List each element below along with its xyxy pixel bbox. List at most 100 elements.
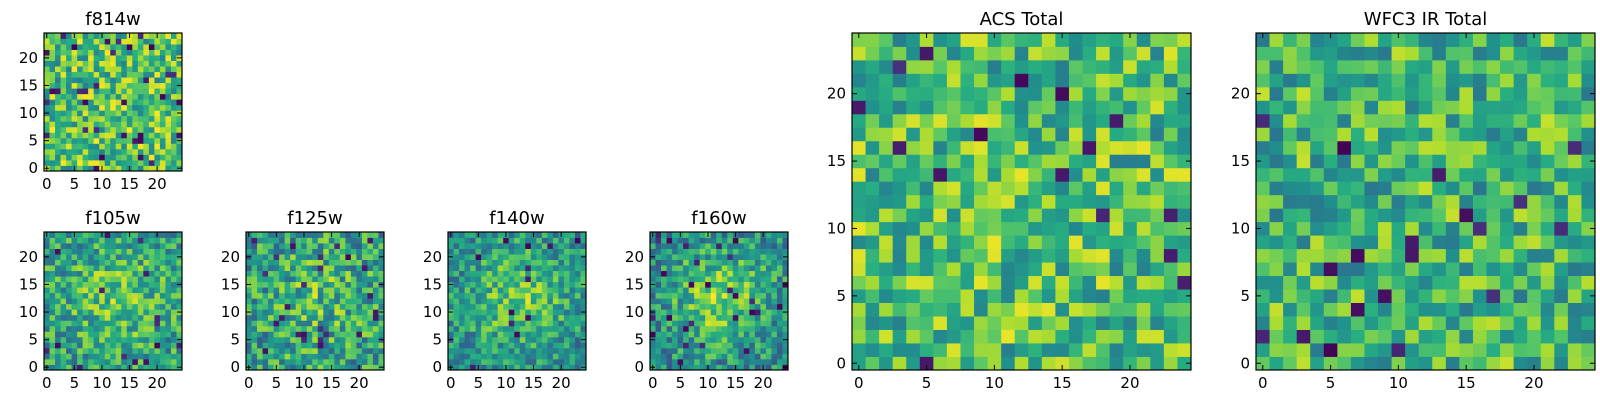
heatmap-cell	[306, 303, 313, 310]
heatmap-cell	[754, 259, 761, 266]
heatmap-cell	[1256, 127, 1270, 142]
heatmap-cell	[121, 115, 128, 122]
heatmap-cell	[143, 314, 150, 321]
heatmap-cell	[716, 347, 723, 354]
heatmap-cell	[110, 55, 117, 61]
heatmap-cell	[350, 287, 357, 294]
heatmap-cell	[563, 292, 570, 299]
heatmap-cell	[295, 364, 302, 371]
heatmap-cell	[306, 336, 313, 343]
heatmap-cell	[464, 232, 471, 238]
heatmap-cell	[541, 243, 548, 249]
heatmap-cell	[279, 331, 286, 338]
heatmap-cell	[541, 281, 548, 288]
heatmap-cell	[525, 314, 532, 321]
heatmap-cell	[727, 292, 734, 299]
heatmap-cell	[865, 33, 880, 47]
heatmap-cell	[1418, 113, 1433, 128]
heatmap-cell	[1283, 289, 1298, 303]
heatmap-cell	[765, 298, 772, 305]
heatmap-cell	[99, 55, 106, 61]
heatmap-cell	[765, 243, 772, 249]
heatmap-cell	[1136, 33, 1151, 47]
heatmap-cell	[732, 331, 739, 338]
heatmap-cell	[44, 159, 50, 166]
heatmap-cell	[71, 77, 78, 84]
heatmap-cell	[716, 336, 723, 343]
heatmap-cell	[1445, 140, 1460, 155]
heatmap-cell	[453, 309, 460, 316]
heatmap-cell	[273, 265, 280, 272]
heatmap-cell	[1581, 235, 1596, 250]
heatmap-cell	[339, 265, 346, 272]
heatmap-cell	[121, 254, 128, 260]
heatmap-cell	[481, 342, 488, 349]
heatmap-cell	[1082, 154, 1097, 169]
heatmap-cell	[1445, 356, 1460, 371]
heatmap-cell	[1513, 248, 1528, 263]
heatmap-cell	[946, 316, 961, 330]
heatmap-cell	[132, 110, 139, 117]
x-tick-label: 20	[148, 374, 167, 392]
heatmap-cell	[1296, 59, 1311, 74]
heatmap-cell	[154, 331, 161, 338]
heatmap-cell	[1310, 140, 1325, 155]
heatmap-cell	[563, 265, 570, 272]
heatmap-cell	[339, 237, 346, 244]
heatmap-cell	[1123, 221, 1138, 236]
heatmap-cell	[132, 342, 139, 349]
heatmap-cell	[251, 364, 258, 371]
heatmap-cell	[1405, 329, 1420, 344]
heatmap-cell	[946, 208, 961, 223]
x-tick-label: 0	[42, 374, 52, 392]
heatmap-cell	[1310, 33, 1325, 47]
heatmap-cell	[1001, 329, 1016, 344]
heatmap-cell	[865, 262, 880, 277]
heatmap-cell	[71, 88, 78, 95]
heatmap-cell	[317, 298, 324, 305]
heatmap-cell	[170, 77, 177, 84]
heatmap-cell	[165, 132, 172, 139]
heatmap-cell	[378, 232, 385, 238]
heatmap-cell	[672, 309, 678, 316]
heatmap-cell	[137, 298, 144, 305]
heatmap-cell	[1177, 154, 1192, 169]
heatmap-cell	[356, 331, 363, 338]
heatmap-cell	[569, 254, 576, 260]
heatmap-cell	[262, 347, 269, 354]
heatmap-cell	[574, 281, 581, 288]
heatmap-cell	[99, 336, 106, 343]
heatmap-cell	[251, 270, 258, 277]
heatmap-cell	[852, 262, 866, 277]
heatmap-cell	[246, 292, 252, 299]
heatmap-cell	[378, 298, 385, 305]
heatmap-cell	[71, 49, 78, 56]
heatmap-cell	[525, 287, 532, 294]
heatmap-cell	[356, 309, 363, 316]
heatmap-cell	[569, 336, 576, 343]
heatmap-cell	[1055, 154, 1070, 169]
heatmap-cell	[88, 358, 95, 365]
heatmap-cell	[919, 208, 934, 223]
heatmap-cell	[732, 265, 739, 272]
heatmap-cell	[710, 292, 717, 299]
heatmap-cell	[257, 270, 263, 277]
heatmap-cell	[919, 289, 934, 303]
heatmap-cell	[334, 358, 341, 365]
heatmap-cell	[137, 143, 144, 150]
x-tick-label: 5	[922, 374, 932, 392]
x-tick-label: 10	[496, 374, 515, 392]
heatmap-cell	[99, 292, 106, 299]
heatmap-cell	[1350, 113, 1365, 128]
heatmap-cell	[655, 281, 662, 288]
heatmap-cell	[295, 270, 302, 277]
heatmap-cell	[290, 325, 297, 332]
heatmap-cell	[1296, 181, 1311, 196]
heatmap-cell	[960, 113, 975, 128]
heatmap-cell	[1554, 329, 1569, 344]
heatmap-cell	[143, 82, 150, 89]
heatmap-cell	[771, 358, 778, 365]
heatmap-cell	[919, 113, 934, 128]
heatmap-cell	[284, 320, 291, 327]
heatmap-cell	[99, 254, 106, 260]
